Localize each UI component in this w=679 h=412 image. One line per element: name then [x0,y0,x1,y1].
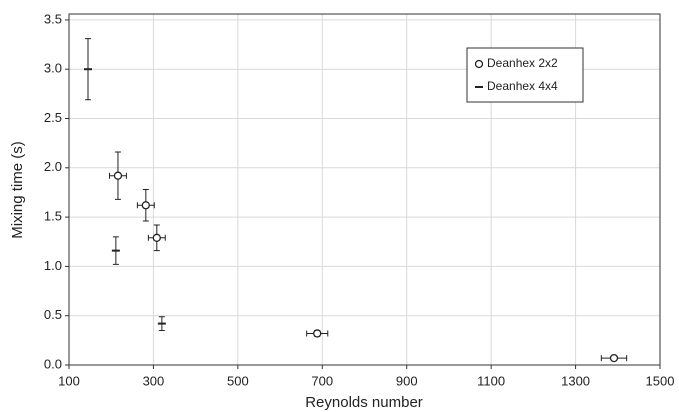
x-tick-label: 700 [311,373,333,388]
y-axis-title: Mixing time (s) [9,141,26,239]
x-tick-label: 500 [227,373,249,388]
legend-box [466,47,584,103]
y-tick-label: 2.5 [44,110,62,125]
y-tick-label: 1.0 [44,258,62,273]
point [609,353,619,363]
y-tick-label: 0.0 [44,356,62,371]
x-tick-label: 300 [143,373,165,388]
point [313,329,322,338]
y-tick-label: 2.0 [44,159,62,174]
y-tick-label: 1.5 [44,209,62,224]
x-tick-label: 1300 [561,373,590,388]
x-axis-title: Reynolds number [305,394,423,411]
x-tick-label: 900 [396,373,418,388]
y-tick-label: 0.5 [44,307,62,322]
point [152,233,161,242]
y-tick-label: 3.5 [44,11,62,26]
x-tick-label: 100 [58,373,80,388]
legend-marker [474,59,484,69]
x-tick-label: 1100 [477,373,505,388]
point [141,201,150,210]
legend-label: Deanhex 4x4 [487,79,558,93]
y-tick-label: 3.0 [44,61,62,76]
point [113,171,123,180]
x-tick-label: 1500 [646,373,675,388]
plot-frame [68,13,661,366]
legend-label: Deanhex 2x2 [487,56,558,70]
